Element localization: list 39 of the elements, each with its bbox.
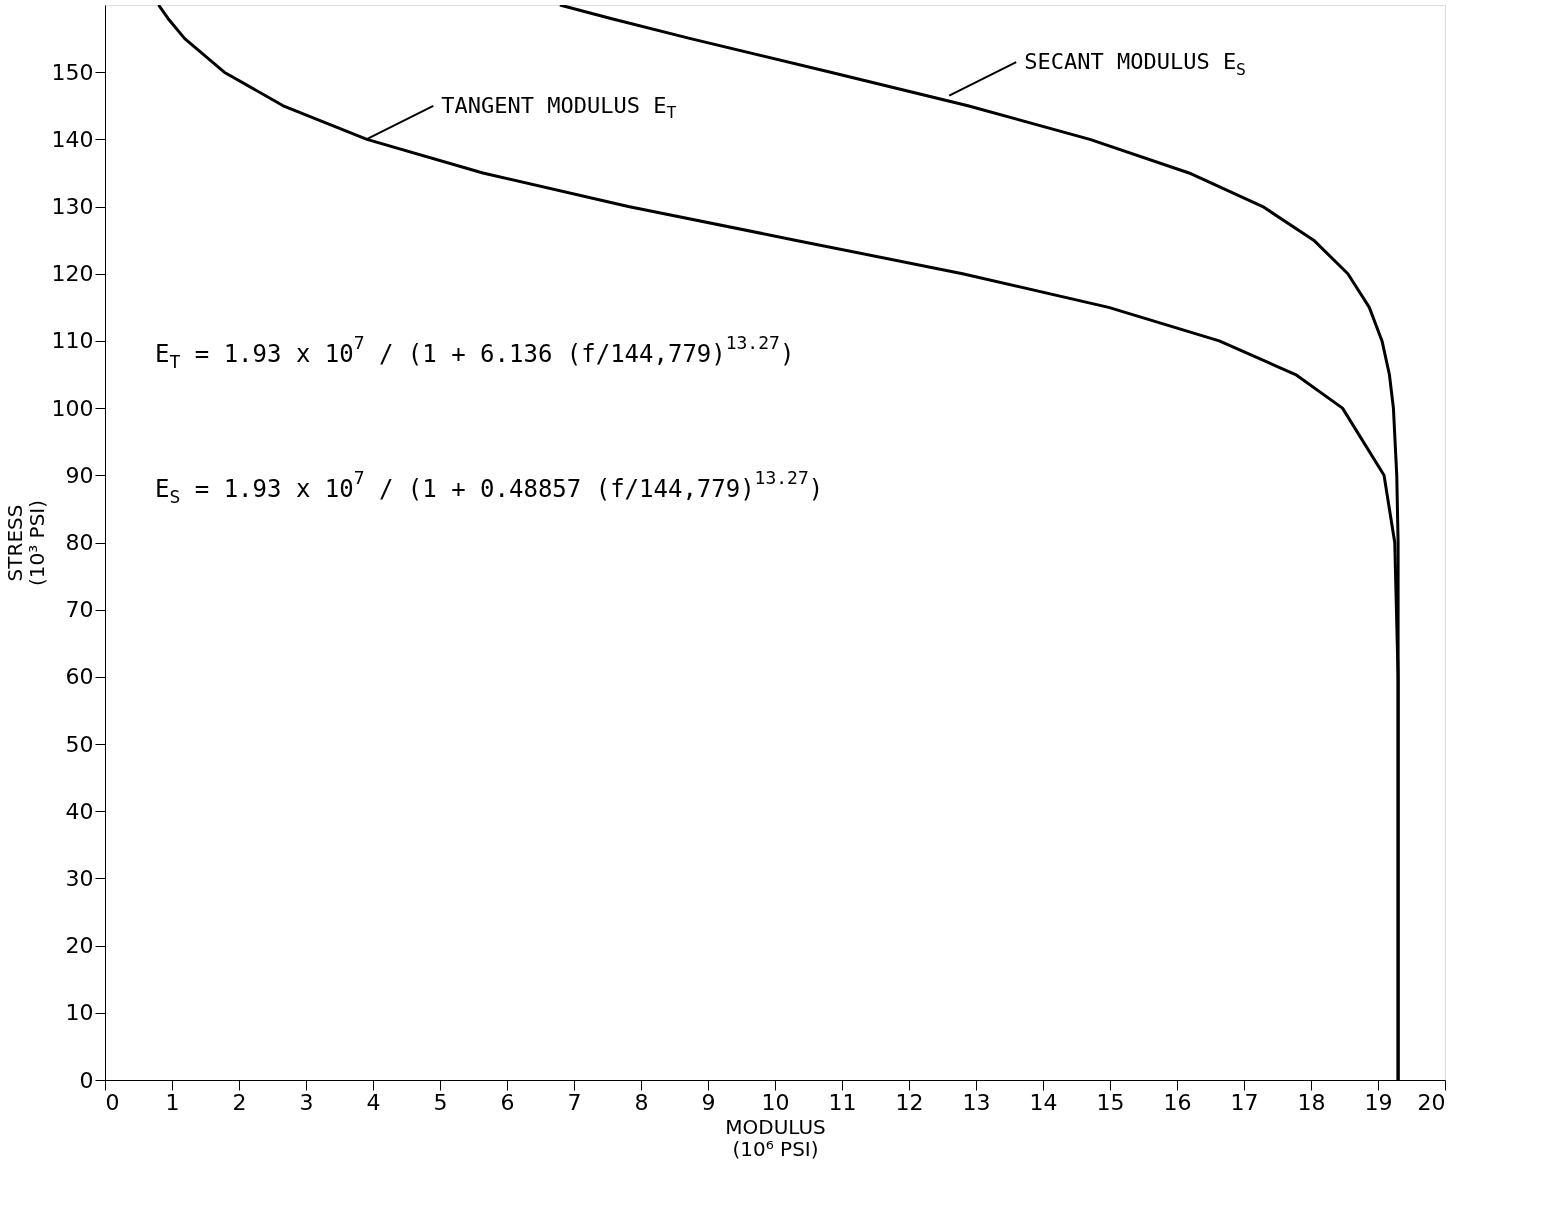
y-tick-label: 30: [65, 865, 94, 891]
x-axis-title: MODULUS (10⁶ PSI): [725, 1114, 826, 1161]
x-tick-label: 19: [1364, 1089, 1393, 1115]
y-tick-label: 110: [51, 328, 94, 354]
x-tick-label: 13: [962, 1089, 991, 1115]
x-tick-label: 17: [1230, 1089, 1259, 1115]
x-tick-label: 4: [366, 1089, 381, 1115]
x-tick-label: 2: [232, 1089, 247, 1115]
y-tick-label: 60: [65, 664, 94, 690]
x-tick-label: 1: [165, 1089, 180, 1115]
y-tick-label: 20: [65, 933, 94, 959]
y-tick-label: 140: [51, 126, 94, 152]
y-tick-label: 150: [51, 59, 94, 85]
y-tick-label: 70: [65, 597, 94, 623]
y-tick-label: 90: [65, 462, 94, 488]
x-tick-label: 10: [761, 1089, 790, 1115]
y-tick-label: 120: [51, 261, 94, 287]
x-tick-label: 14: [1029, 1089, 1058, 1115]
y-axis-title: STRESS (10³ PSI): [2, 499, 49, 587]
x-tick-label: 7: [567, 1089, 582, 1115]
y-tick-label: 0: [79, 1067, 94, 1093]
x-tick-label: 20: [1417, 1089, 1446, 1115]
x-tick-label: 3: [299, 1089, 314, 1115]
x-tick-label: 18: [1297, 1089, 1326, 1115]
y-tick-label: 50: [65, 731, 94, 757]
y-tick-label: 130: [51, 194, 94, 220]
x-tick-label: 8: [634, 1089, 649, 1115]
y-tick-label: 10: [65, 1000, 94, 1026]
x-tick-label: 12: [895, 1089, 924, 1115]
y-tick-label: 40: [65, 798, 94, 824]
x-tick-label: 9: [701, 1089, 716, 1115]
x-tick-label: 16: [1163, 1089, 1192, 1115]
x-tick-label: 6: [500, 1089, 515, 1115]
x-tick-label: 0: [105, 1089, 120, 1115]
y-tick-label: 80: [65, 530, 94, 555]
x-tick-label: 11: [828, 1089, 857, 1115]
y-tick-label: 100: [51, 395, 94, 421]
x-tick-label: 5: [433, 1089, 448, 1115]
x-tick-label: 15: [1096, 1089, 1125, 1115]
